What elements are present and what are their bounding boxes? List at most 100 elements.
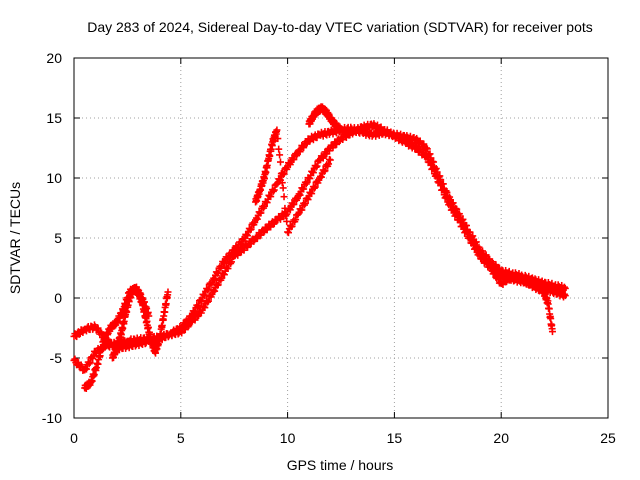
x-axis-label: GPS time / hours xyxy=(287,457,394,473)
y-tick-label: 10 xyxy=(46,170,62,186)
data-point-dense xyxy=(224,265,232,273)
data-point-dense xyxy=(276,151,284,159)
data-point-dense xyxy=(432,171,440,179)
data-point-dense xyxy=(279,184,287,192)
data-point-dense xyxy=(211,287,219,295)
data-point-dense xyxy=(86,359,94,367)
data-point-dense xyxy=(308,190,316,198)
data-point-dense xyxy=(267,193,275,201)
data-point-dense xyxy=(282,212,290,220)
data-point-dense xyxy=(301,199,309,207)
data-point-dense xyxy=(184,323,192,331)
data-point-dense xyxy=(290,155,298,163)
data-point xyxy=(273,180,281,188)
data-point-dense xyxy=(185,322,193,330)
data-point-dense xyxy=(270,220,278,228)
data-point-dense xyxy=(439,186,447,194)
data-point xyxy=(164,288,172,296)
data-point-dense xyxy=(195,301,203,309)
data-point-dense xyxy=(306,175,314,183)
x-tick-label: 20 xyxy=(493,430,509,446)
data-point-dense xyxy=(275,145,283,153)
data-point-dense xyxy=(495,275,503,283)
data-point-dense xyxy=(278,179,286,187)
data-point-dense xyxy=(321,167,329,175)
data-point-dense xyxy=(263,199,271,207)
data-point-dense xyxy=(228,258,236,266)
y-tick-label: -10 xyxy=(42,410,62,426)
data-point-dense xyxy=(97,328,105,336)
data-point xyxy=(294,210,302,218)
data-point-dense xyxy=(443,194,451,202)
data-point xyxy=(422,144,430,152)
data-point-dense xyxy=(269,187,277,195)
data-point-dense xyxy=(462,228,470,236)
data-point-dense xyxy=(280,193,288,201)
data-point-dense xyxy=(284,229,292,237)
data-point-dense xyxy=(560,290,568,298)
data-point xyxy=(561,292,569,300)
x-tick-label: 0 xyxy=(70,430,78,446)
data-point-dense xyxy=(319,154,327,162)
data-point-dense xyxy=(247,225,255,233)
data-point-dense xyxy=(270,186,278,194)
data-point-dense xyxy=(302,140,310,148)
grid-lines xyxy=(74,58,608,418)
data-point-dense xyxy=(310,184,318,192)
x-tick-label: 5 xyxy=(177,430,185,446)
data-point-dense xyxy=(453,211,461,219)
data-point-dense xyxy=(491,269,499,277)
y-axis-ticks: -10 -5 0 5 10 15 20 xyxy=(42,50,608,426)
data-point xyxy=(433,174,441,182)
data-point-dense xyxy=(560,283,568,291)
data-point-dense xyxy=(85,360,93,368)
data-point-dense xyxy=(482,257,490,265)
data-point-dense xyxy=(253,215,261,223)
data-point-dense xyxy=(300,185,308,193)
data-point-dense xyxy=(281,204,289,212)
data-point-dense xyxy=(82,365,90,373)
data-point-dense xyxy=(292,216,300,224)
data-point-dense xyxy=(296,191,304,199)
data-point-dense xyxy=(303,178,311,186)
data-point-dense xyxy=(220,271,228,279)
data-point xyxy=(561,284,569,292)
y-axis-label: SDTVAR / TECUs xyxy=(7,182,23,294)
data-point-dense xyxy=(260,228,268,236)
chart-title: Day 283 of 2024, Sidereal Day-to-day VTE… xyxy=(87,19,593,35)
data-point-dense xyxy=(201,304,209,312)
data-point-dense xyxy=(313,162,321,170)
data-point-dense xyxy=(449,205,457,213)
data-point-dense xyxy=(487,263,495,271)
y-tick-label: 15 xyxy=(46,110,62,126)
data-point-dense xyxy=(260,202,268,210)
data-point-dense xyxy=(286,161,294,169)
data-point-dense xyxy=(469,238,477,246)
data-point-dense xyxy=(466,234,474,242)
data-point xyxy=(337,126,345,134)
y-tick-label: 5 xyxy=(54,230,62,246)
data-point-dense xyxy=(204,298,211,306)
data-points xyxy=(70,103,569,392)
data-point-dense xyxy=(311,183,319,191)
data-point-dense xyxy=(274,135,282,143)
data-point-dense xyxy=(309,169,317,177)
data-point-dense xyxy=(472,244,480,252)
data-point xyxy=(548,328,556,336)
data-point-dense xyxy=(277,170,285,178)
y-tick-label: 20 xyxy=(46,50,62,66)
data-point-dense xyxy=(423,153,431,161)
data-point-dense xyxy=(459,221,467,229)
data-point-dense xyxy=(194,312,202,320)
data-point xyxy=(273,126,281,134)
data-point-dense xyxy=(283,217,291,225)
data-point-dense xyxy=(283,165,291,173)
data-point-dense xyxy=(94,324,102,332)
data-point-dense xyxy=(214,281,222,289)
data-point-dense xyxy=(257,209,265,217)
data-point-dense xyxy=(300,144,308,152)
data-point-dense xyxy=(288,222,296,230)
data-point-dense xyxy=(204,285,212,293)
data-point-dense xyxy=(204,286,211,294)
